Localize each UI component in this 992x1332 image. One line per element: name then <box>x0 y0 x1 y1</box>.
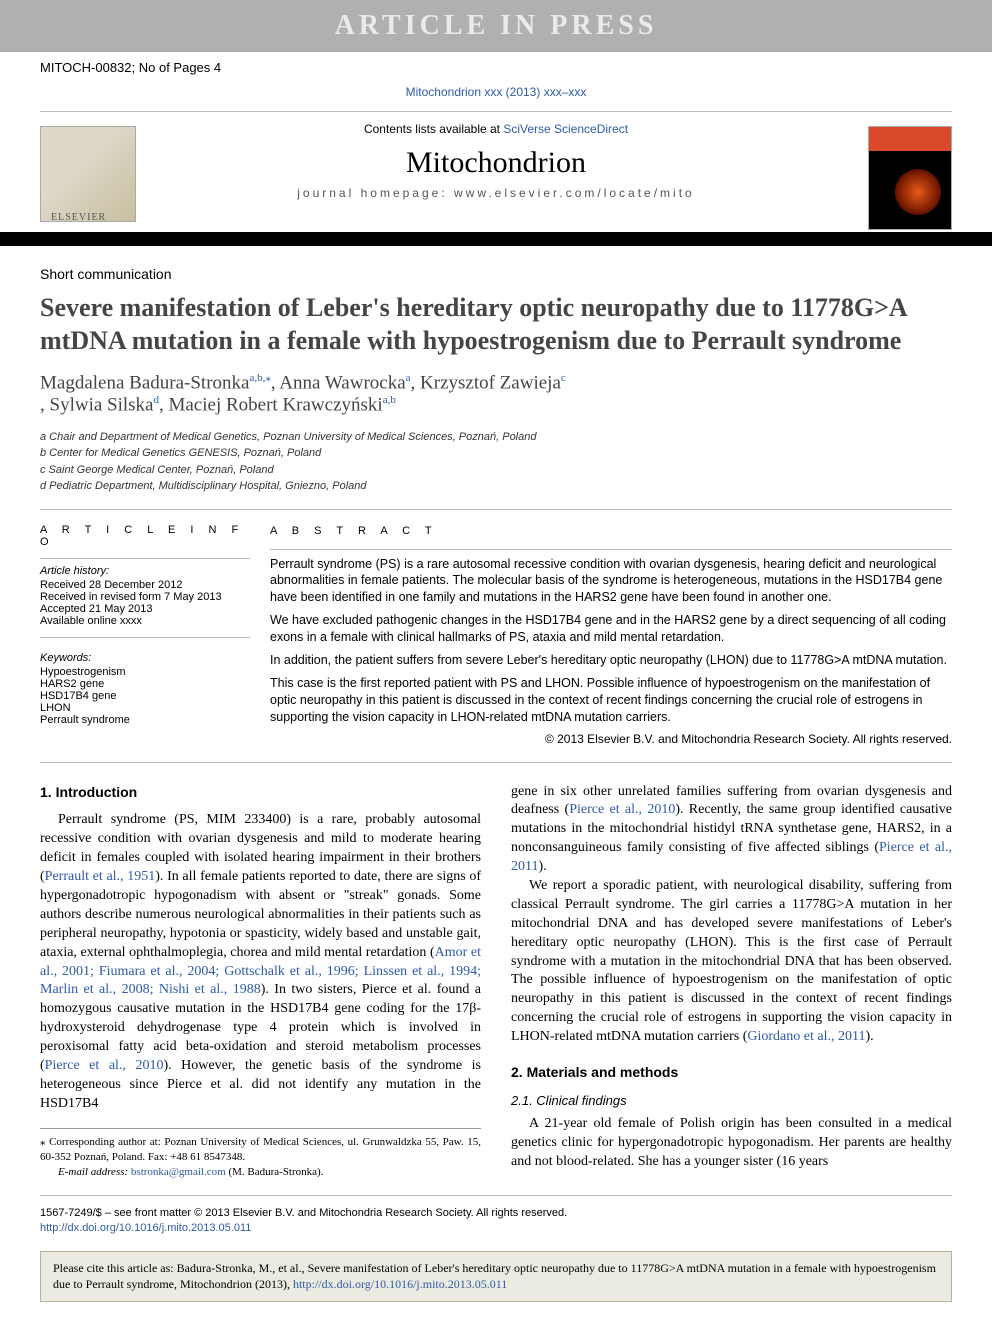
keyword: Perrault syndrome <box>40 714 250 726</box>
doc-identifier: MITOCH-00832; No of Pages 4 <box>0 52 992 79</box>
affiliation: a Chair and Department of Medical Geneti… <box>40 429 952 446</box>
citation-link[interactable]: Pierce et al., 2010 <box>45 1058 164 1073</box>
article-info-panel: A R T I C L E I N F O Article history: R… <box>40 524 270 748</box>
keyword: HSD17B4 gene <box>40 690 250 702</box>
article-info-heading: A R T I C L E I N F O <box>40 524 250 548</box>
abstract-para: This case is the first reported patient … <box>270 675 952 726</box>
article-type: Short communication <box>40 266 952 282</box>
doi-link[interactable]: http://dx.doi.org/10.1016/j.mito.2013.05… <box>40 1222 251 1234</box>
scidirect-link[interactable]: SciVerse ScienceDirect <box>503 122 628 136</box>
affiliation: b Center for Medical Genetics GENESIS, P… <box>40 445 952 462</box>
abstract-para: We have excluded pathogenic changes in t… <box>270 612 952 646</box>
journal-homepage-url[interactable]: www.elsevier.com/locate/mito <box>454 186 695 200</box>
front-matter: 1567-7249/$ – see front matter © 2013 El… <box>40 1206 952 1237</box>
body-column-left: 1. Introduction Perrault syndrome (PS, M… <box>40 783 481 1181</box>
abstract-para: In addition, the patient suffers from se… <box>270 652 952 669</box>
keywords-label: Keywords: <box>40 652 250 664</box>
abstract-heading: A B S T R A C T <box>270 524 952 539</box>
history-label: Article history: <box>40 565 250 577</box>
elsevier-logo: ELSEVIER <box>40 126 136 222</box>
history-item: Received in revised form 7 May 2013 <box>40 591 250 603</box>
article-in-press-banner: ARTICLE IN PRESS <box>0 0 992 52</box>
intro-paragraph: We report a sporadic patient, with neuro… <box>511 877 952 1047</box>
citation-link[interactable]: Giordano et al., 2011 <box>747 1029 865 1044</box>
abstract-para: Perrault syndrome (PS) is a rare autosom… <box>270 556 952 607</box>
abstract-copyright: © 2013 Elsevier B.V. and Mitochondria Re… <box>270 731 952 747</box>
section-heading: 1. Introduction <box>40 783 481 802</box>
journal-header: ELSEVIER Contents lists available at Sci… <box>40 111 952 216</box>
clinical-paragraph: A 21-year old female of Polish origin ha… <box>511 1115 952 1172</box>
citation-box: Please cite this article as: Badura-Stro… <box>40 1251 952 1303</box>
history-item: Available online xxxx <box>40 615 250 627</box>
keyword: Hypoestrogenism <box>40 666 250 678</box>
citation-link[interactable]: Perrault et al., 1951 <box>45 869 156 884</box>
journal-name: Mitochondrion <box>40 142 952 186</box>
keyword: HARS2 gene <box>40 678 250 690</box>
history-item: Received 28 December 2012 <box>40 579 250 591</box>
journal-homepage: journal homepage: www.elsevier.com/locat… <box>40 186 952 200</box>
abstract-panel: A B S T R A C T Perrault syndrome (PS) i… <box>270 524 952 748</box>
elsevier-label: ELSEVIER <box>51 212 106 223</box>
journal-cover-thumbnail <box>868 126 952 230</box>
subsection-heading: 2.1. Clinical findings <box>511 1092 952 1110</box>
email-link[interactable]: bstronka@gmail.com <box>131 1166 226 1178</box>
authors-list: Magdalena Badura-Stronkaa,b,⁎, Anna Wawr… <box>40 371 952 417</box>
journal-citation-link[interactable]: Mitochondrion xxx (2013) xxx–xxx <box>0 79 992 105</box>
section-heading: 2. Materials and methods <box>511 1063 952 1082</box>
keyword: LHON <box>40 702 250 714</box>
article-title: Severe manifestation of Leber's heredita… <box>40 292 952 357</box>
intro-paragraph-cont: gene in six other unrelated families suf… <box>511 783 952 877</box>
citation-link[interactable]: Pierce et al., 2010 <box>569 802 675 817</box>
contents-available: Contents lists available at SciVerse Sci… <box>40 122 952 136</box>
citation-doi-link[interactable]: http://dx.doi.org/10.1016/j.mito.2013.05… <box>293 1277 507 1291</box>
history-item: Accepted 21 May 2013 <box>40 603 250 615</box>
intro-paragraph: Perrault syndrome (PS, MIM 233400) is a … <box>40 811 481 1113</box>
body-column-right: gene in six other unrelated families suf… <box>511 783 952 1181</box>
corresponding-footnote: ⁎ Corresponding author at: Poznan Univer… <box>40 1128 481 1181</box>
header-divider <box>0 232 992 246</box>
affiliation: d Pediatric Department, Multidisciplinar… <box>40 478 952 495</box>
affiliation: c Saint George Medical Center, Poznań, P… <box>40 462 952 479</box>
